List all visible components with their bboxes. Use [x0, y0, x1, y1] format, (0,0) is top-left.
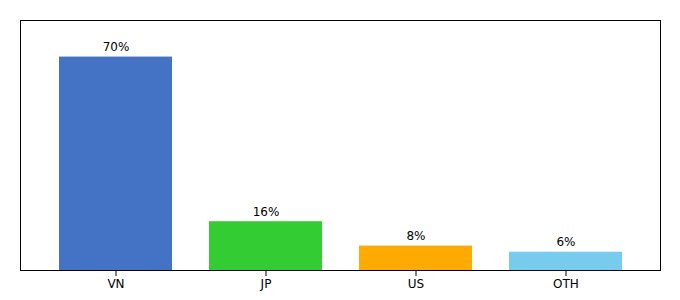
svg-text:JP: JP: [260, 277, 272, 291]
svg-text:16%: 16%: [253, 205, 280, 219]
svg-text:6%: 6%: [556, 235, 575, 249]
svg-text:OTH: OTH: [553, 277, 579, 291]
svg-text:VN: VN: [107, 277, 124, 291]
svg-text:US: US: [408, 277, 424, 291]
svg-text:8%: 8%: [406, 229, 425, 243]
svg-text:70%: 70%: [103, 40, 130, 54]
